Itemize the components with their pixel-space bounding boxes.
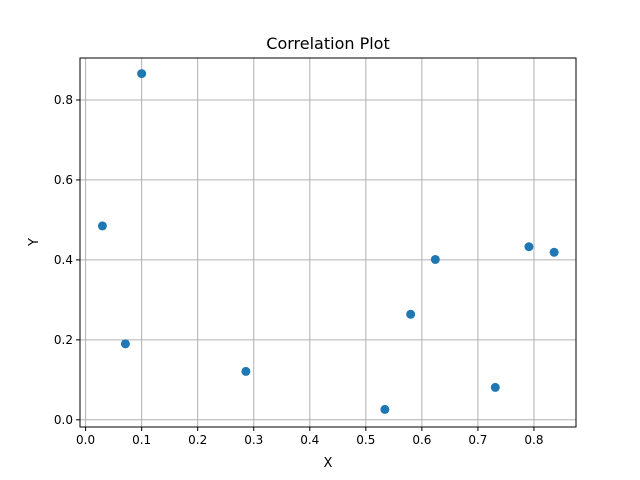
scatter-point bbox=[490, 382, 500, 392]
x-tick-label: 0.7 bbox=[468, 433, 487, 447]
x-axis-label: X bbox=[324, 456, 333, 471]
scatter-point bbox=[549, 247, 559, 257]
x-tick-label: 0.5 bbox=[356, 433, 375, 447]
data-points bbox=[97, 69, 559, 414]
y-tick-label: 0.8 bbox=[54, 93, 73, 107]
y-tick-label: 0.2 bbox=[54, 333, 73, 347]
scatter-point bbox=[406, 309, 416, 319]
y-tick-label: 0.6 bbox=[54, 173, 73, 187]
x-tick-label: 0.8 bbox=[524, 433, 543, 447]
scatter-point bbox=[137, 69, 147, 79]
scatter-point bbox=[430, 254, 440, 264]
scatter-point bbox=[120, 339, 130, 349]
x-tick-label: 0.2 bbox=[188, 433, 207, 447]
chart-title: Correlation Plot bbox=[266, 34, 389, 53]
plot-frame bbox=[79, 57, 577, 428]
x-tick-label: 0.3 bbox=[244, 433, 263, 447]
x-tick-label: 0.0 bbox=[76, 433, 95, 447]
x-tick-label: 0.6 bbox=[412, 433, 431, 447]
x-tick-label: 0.4 bbox=[300, 433, 319, 447]
grid-lines bbox=[80, 58, 576, 427]
scatter-point bbox=[97, 221, 107, 231]
y-tick-label: 0.4 bbox=[54, 253, 73, 267]
axis-ticks: 0.0 0.1 0.2 0.3 0.4 0.5 0.6 0.7 0.8 0.0 0.2 0.4 0.6 0… bbox=[54, 93, 544, 447]
y-axis-label: Y bbox=[27, 238, 42, 247]
y-tick-label: 0.0 bbox=[54, 413, 73, 427]
scatter-point bbox=[524, 242, 534, 252]
scatter-point bbox=[380, 404, 390, 414]
x-tick-label: 0.1 bbox=[132, 433, 151, 447]
scatter-point bbox=[241, 366, 251, 376]
